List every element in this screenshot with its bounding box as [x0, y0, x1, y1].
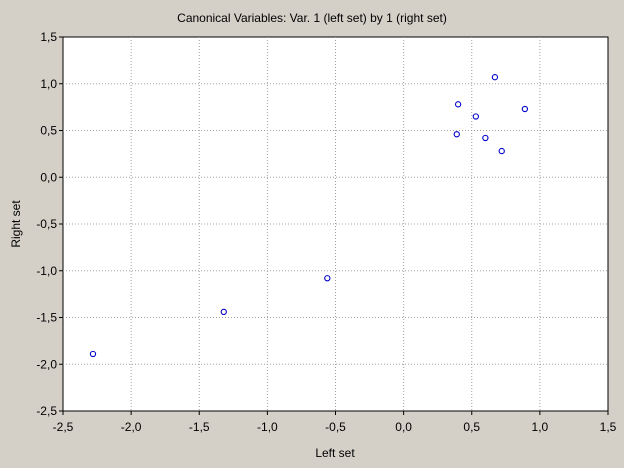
y-tick-label: -2,5: [36, 404, 57, 418]
data-point: [220, 308, 227, 316]
y-tick-label: -0,5: [36, 217, 57, 231]
x-tick-label: 1,0: [532, 420, 549, 434]
data-points: [89, 74, 529, 358]
data-point: [472, 113, 479, 120]
y-tick-label: 0,5: [40, 124, 57, 138]
data-point: [491, 74, 499, 81]
y-tick-label: 0,0: [40, 170, 57, 184]
data-point: [89, 350, 97, 358]
x-tick-label: -2,5: [53, 420, 74, 434]
data-point: [324, 275, 331, 282]
y-tick-label: -1,5: [36, 311, 57, 325]
x-tick-label: 0,5: [463, 420, 480, 434]
x-tick-label: 1,5: [600, 420, 617, 434]
x-tick-label: -1,0: [257, 420, 278, 434]
y-tick-label: -2,0: [36, 357, 57, 371]
data-point: [498, 147, 505, 155]
chart-title: Canonical Variables: Var. 1 (left set) b…: [177, 11, 447, 25]
x-tick-label: -2,0: [121, 420, 142, 434]
data-point: [482, 134, 489, 142]
x-tick-label: 0,0: [395, 420, 412, 434]
y-tick-label: 1,5: [40, 30, 57, 44]
x-tick-label: -1,5: [189, 420, 210, 434]
x-axis-label: Left set: [315, 446, 355, 460]
axes: -2,5 -2,0 -1,5 -1,0 -0,5 0,0 0,5 1,0 1,5 -2,5 -2,0…: [36, 30, 616, 434]
x-tick-label: -0,5: [325, 420, 346, 434]
data-point: [454, 101, 462, 108]
grid-lines: [63, 37, 608, 411]
y-tick-label: 1,0: [40, 77, 57, 91]
data-point: [453, 131, 460, 138]
y-tick-label: -1,0: [36, 264, 57, 278]
y-axis-label: Right set: [9, 200, 23, 248]
data-point: [521, 105, 529, 113]
